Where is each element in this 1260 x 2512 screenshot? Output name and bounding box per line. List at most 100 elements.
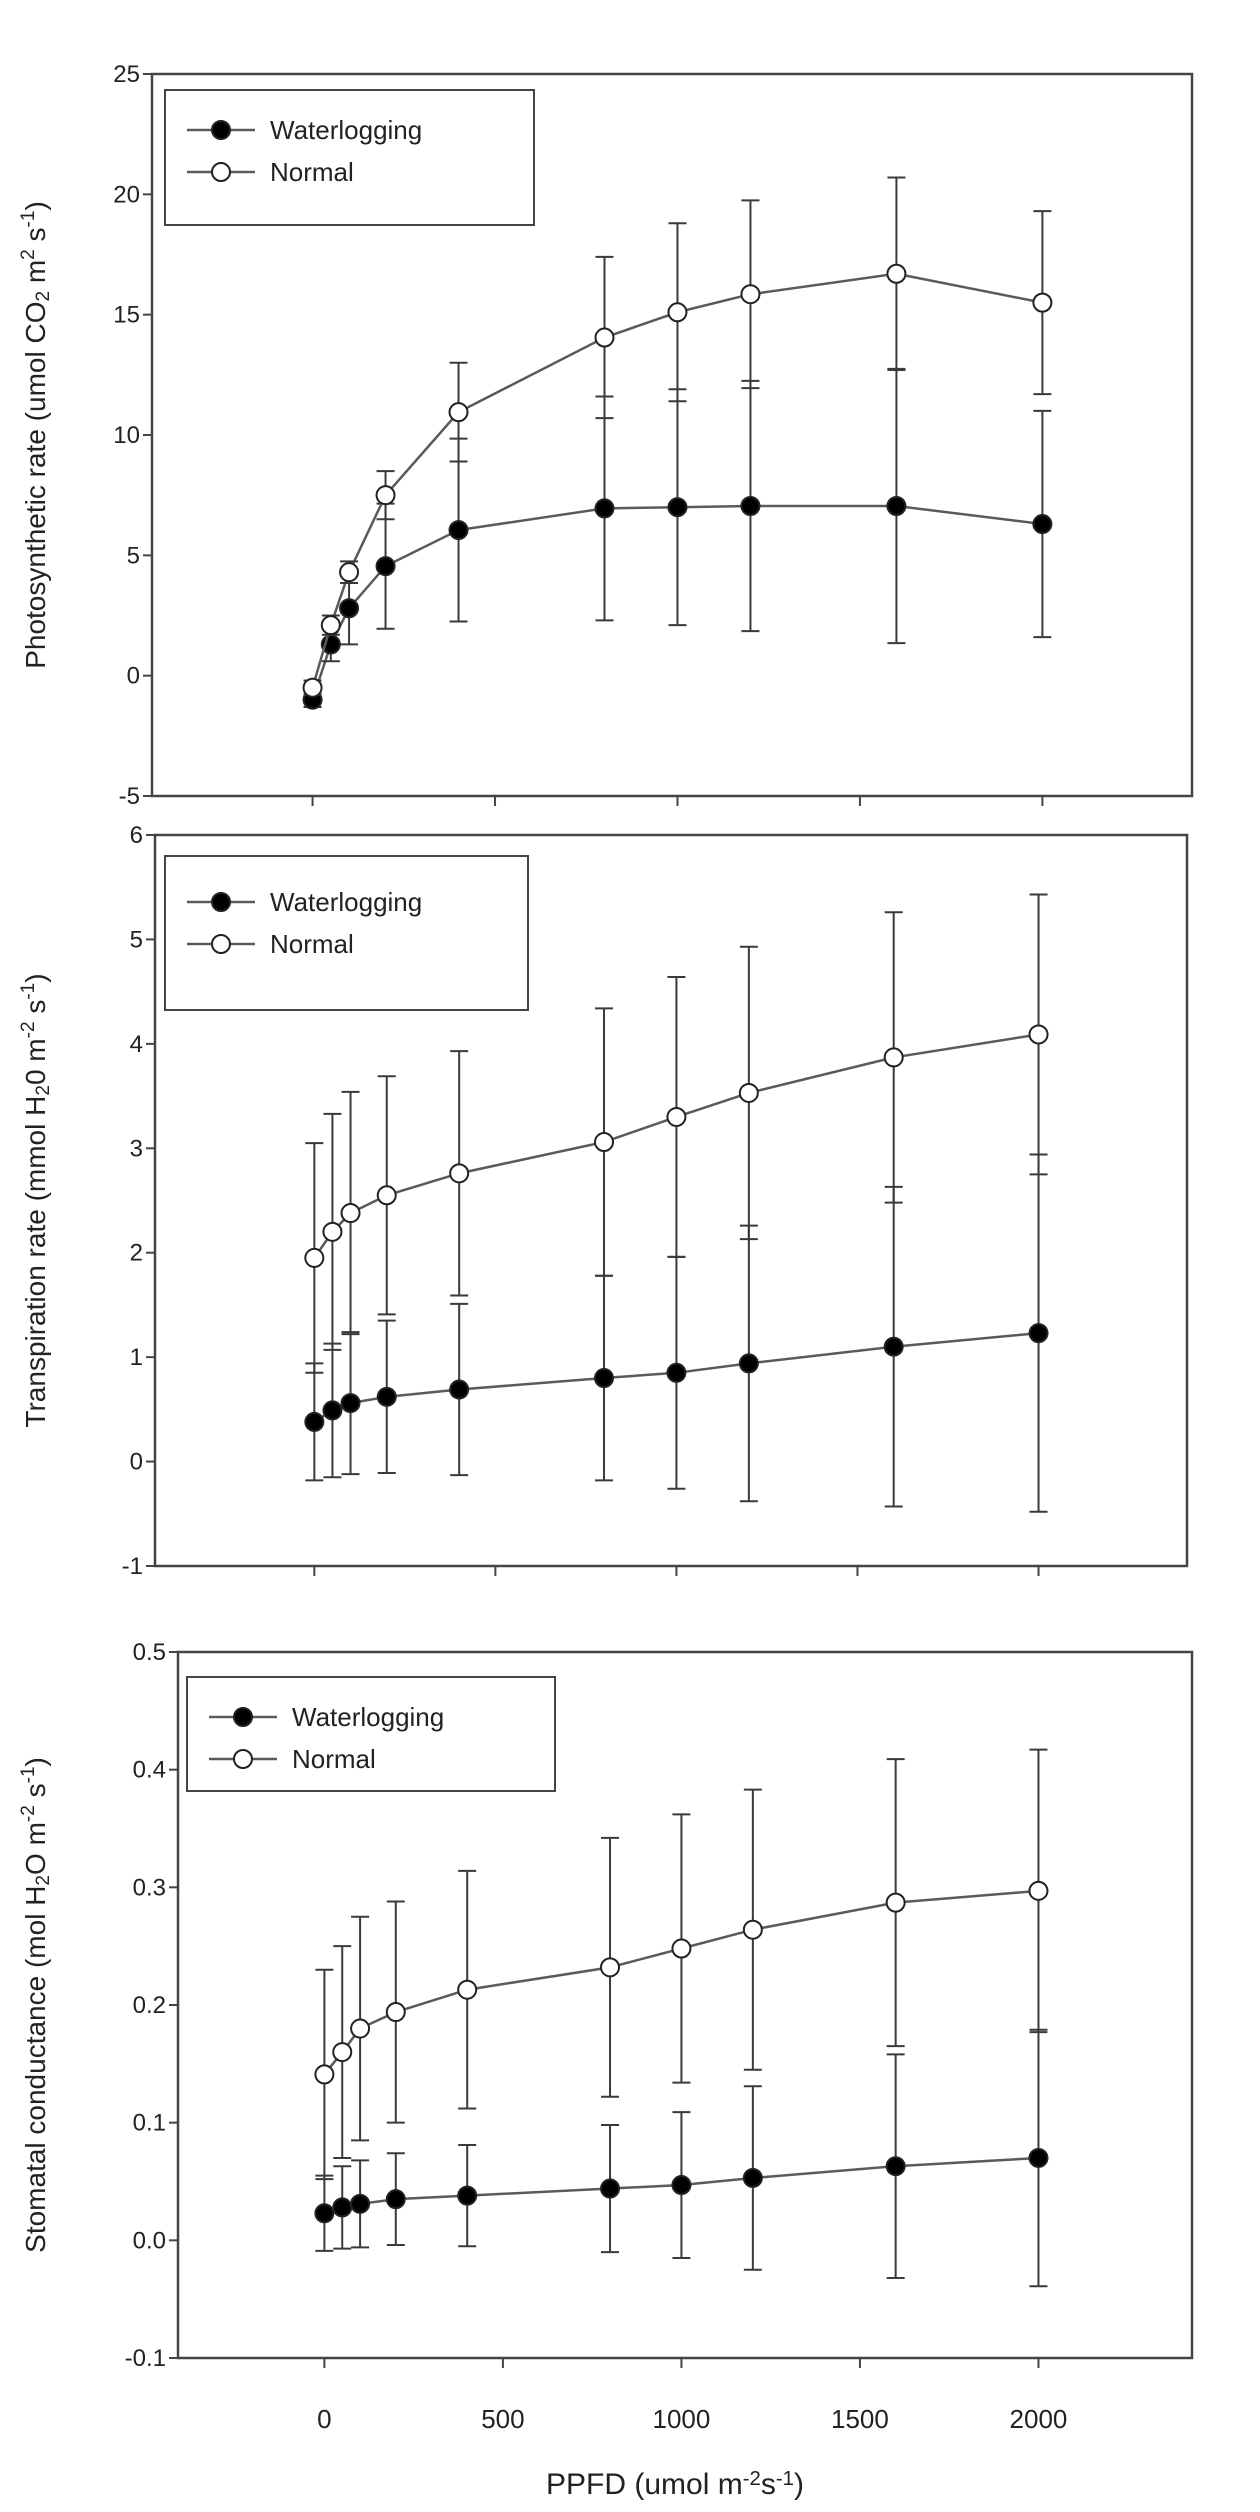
label-segment: -2	[743, 2468, 761, 2490]
x-tick-label: 0	[317, 2404, 331, 2434]
y-tick-label: 3	[130, 1135, 143, 1162]
label-segment: Photosynthetic rate (umol CO	[20, 302, 51, 669]
data-point	[449, 1163, 470, 1184]
label-segment: -2	[18, 1805, 39, 1822]
label-segment: O m	[20, 1822, 51, 1875]
data-point	[339, 562, 360, 583]
data-point	[376, 1386, 397, 1407]
data-point	[594, 498, 615, 519]
label-segment: PPFD (umol m	[546, 2468, 743, 2501]
legend-marker-waterlogging	[211, 892, 231, 912]
data-point	[886, 263, 907, 284]
data-point	[314, 2203, 335, 2224]
y-tick-label: 0.2	[133, 1992, 166, 2019]
label-segment: m	[20, 260, 51, 291]
y-tick-label: 0.1	[133, 2110, 166, 2137]
x-axis-title: PPFD (umol m-2s-1)	[546, 2468, 804, 2501]
data-point	[332, 2197, 353, 2218]
legend-marker-normal	[233, 1749, 253, 1769]
data-point	[742, 2167, 763, 2188]
data-point	[448, 520, 469, 541]
x-tick-label: 1500	[831, 2404, 889, 2434]
label-segment: )	[794, 2468, 804, 2501]
data-point	[883, 1047, 904, 1068]
data-point	[1028, 1024, 1049, 1045]
data-point	[667, 497, 688, 518]
series-normal	[302, 176, 1053, 698]
data-point	[666, 1106, 687, 1127]
y-tick-label: -5	[119, 783, 140, 810]
label-segment: -2	[18, 1021, 39, 1038]
data-point	[883, 1336, 904, 1357]
series-line	[323, 1889, 1039, 2076]
legend-marker-waterlogging	[211, 120, 231, 140]
data-point	[600, 2178, 621, 2199]
y-axis-title: Transpiration rate (mmol H20 m-2 s-1)	[18, 973, 53, 1427]
y-tick-label: 0	[127, 663, 140, 690]
data-point	[385, 2002, 406, 2023]
photosynthetic-rate-panel: 25 20 15 10 5 0 -5 Photosynthetic rate (umol CO…	[18, 61, 1194, 810]
legend-marker-normal	[211, 934, 231, 954]
y-tick-label: 2	[130, 1240, 143, 1267]
y-tick-label: -0.1	[125, 2345, 166, 2372]
data-point	[738, 1353, 759, 1374]
label-segment: 0 m	[20, 1038, 51, 1085]
label-segment: s	[20, 1783, 51, 1805]
legend: Waterlogging Normal	[164, 89, 535, 226]
data-point	[385, 2189, 406, 2210]
legend: Waterlogging Normal	[164, 855, 529, 1011]
data-point	[667, 302, 688, 323]
data-point	[457, 1979, 478, 2000]
data-point	[304, 1247, 325, 1268]
label-segment: 2	[33, 291, 54, 302]
data-point	[740, 495, 761, 516]
legend-box	[186, 1676, 556, 1792]
data-point	[457, 2185, 478, 2206]
label-segment: Transpiration rate (mmol H	[20, 1096, 51, 1428]
label-segment: -1	[18, 1766, 39, 1783]
y-tick-label: 0.5	[133, 1639, 166, 1666]
data-point	[340, 1203, 361, 1224]
legend-marker-waterlogging	[233, 1707, 253, 1727]
y-axis-title: Stomatal conductance (mol H2O m-2 s-1)	[18, 1757, 53, 2253]
label-segment: -1	[18, 983, 39, 1000]
legend-label-normal: Normal	[292, 1744, 376, 1774]
series-waterlogging	[304, 1153, 1049, 1513]
data-point	[1028, 1323, 1049, 1344]
data-point	[885, 2156, 906, 2177]
x-tick-label: 1000	[653, 2404, 711, 2434]
data-point	[738, 1082, 759, 1103]
data-point	[600, 1957, 621, 1978]
series-waterlogging	[314, 2028, 1049, 2288]
data-point	[671, 1938, 692, 1959]
label-segment: 2	[33, 1085, 54, 1096]
legend-label-normal: Normal	[270, 929, 354, 959]
legend: Waterlogging Normal	[186, 1676, 556, 1792]
data-point	[375, 485, 396, 506]
label-segment: 2	[18, 249, 39, 260]
series-line	[311, 272, 1043, 689]
y-tick-label: 10	[113, 422, 140, 449]
data-point	[376, 1185, 397, 1206]
stomatal-conductance-panel: 0.5 0.4 0.3 0.2 0.1 0.0 -0.1 0 500 1000 1500 2000 St…	[18, 1639, 1194, 2501]
data-point	[304, 1411, 325, 1432]
data-point	[448, 402, 469, 423]
y-tick-label: 15	[113, 302, 140, 329]
y-axis-title: Photosynthetic rate (umol CO2 m2 s-1)	[18, 201, 53, 669]
data-point	[594, 327, 615, 348]
data-point	[885, 1892, 906, 1913]
label-segment: )	[20, 973, 51, 982]
data-point	[332, 2042, 353, 2063]
label-segment: s	[20, 1000, 51, 1022]
series-waterlogging	[302, 367, 1053, 710]
label-segment: )	[20, 1757, 51, 1766]
data-point	[314, 2064, 335, 2085]
data-point	[1032, 514, 1053, 535]
y-tick-label: -1	[122, 1553, 143, 1580]
y-tick-label: 6	[130, 822, 143, 849]
series-normal	[314, 1748, 1049, 2181]
y-tick-label: 0.4	[133, 1757, 166, 1784]
data-point	[740, 284, 761, 305]
